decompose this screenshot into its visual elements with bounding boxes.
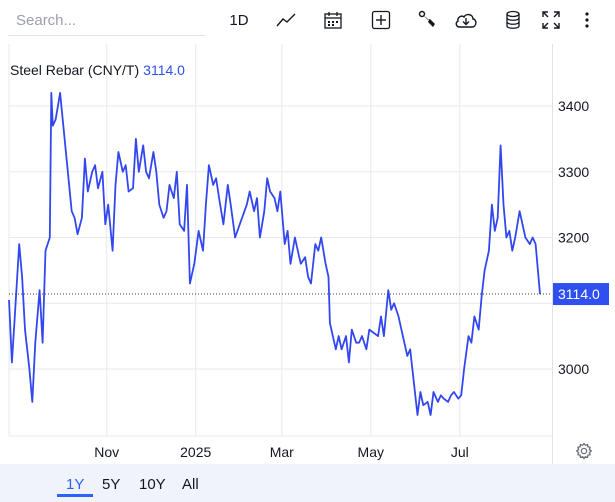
price-chart[interactable]: 3000 3200 3300 3400 Nov 2025 Mar May Jul 3114.0: [0, 44, 615, 464]
y-tick-label: 3000: [558, 361, 589, 377]
legend-symbol: Steel Rebar (CNY/T): [10, 62, 140, 78]
x-tick-label: 2025: [180, 444, 211, 460]
range-5y-button[interactable]: 5Y: [102, 476, 121, 493]
x-tick-label: May: [358, 444, 384, 460]
more-icon[interactable]: [580, 6, 594, 34]
y-tick-label: 3200: [558, 230, 589, 246]
range-all-button[interactable]: All: [182, 476, 199, 493]
active-range-indicator: [57, 494, 93, 497]
series-line: [8, 92, 541, 416]
calendar-icon[interactable]: [321, 6, 345, 34]
x-tick-label: Nov: [94, 444, 119, 460]
x-tick-label: Mar: [270, 444, 294, 460]
x-axis: Nov 2025 Mar May Jul: [94, 444, 468, 460]
wrench-icon[interactable]: [415, 6, 439, 34]
y-axis: 3000 3200 3300 3400: [558, 98, 589, 377]
price-scale-divider: [552, 44, 553, 464]
x-tick-label: Jul: [451, 444, 469, 460]
range-1y-button[interactable]: 1Y: [66, 476, 85, 493]
legend-last-value: 3114.0: [143, 62, 185, 78]
y-tick-label: 3300: [558, 164, 589, 180]
plus-box-icon[interactable]: [369, 6, 393, 34]
y-tick-label: 3400: [558, 98, 589, 114]
cloud-download-icon[interactable]: [452, 6, 480, 34]
interval-button[interactable]: 1D: [229, 11, 249, 29]
price-line-layer: [8, 92, 541, 416]
fullscreen-icon[interactable]: [540, 6, 562, 34]
range-10y-button[interactable]: 10Y: [139, 476, 166, 493]
chart-legend: Steel Rebar (CNY/T) 3114.0: [10, 62, 185, 78]
range-bar: 1Y 5Y 10Y All: [0, 464, 615, 502]
last-price-label-bg: [553, 283, 609, 306]
last-price-layer: 3114.0: [9, 283, 609, 306]
search-input[interactable]: [8, 6, 206, 36]
last-price-label: 3114.0: [558, 286, 600, 302]
database-icon[interactable]: [502, 6, 524, 34]
top-toolbar: 1D: [0, 0, 615, 44]
line-chart-icon[interactable]: [274, 6, 298, 34]
chart-grid: [8, 44, 552, 437]
gear-icon[interactable]: [575, 442, 593, 465]
